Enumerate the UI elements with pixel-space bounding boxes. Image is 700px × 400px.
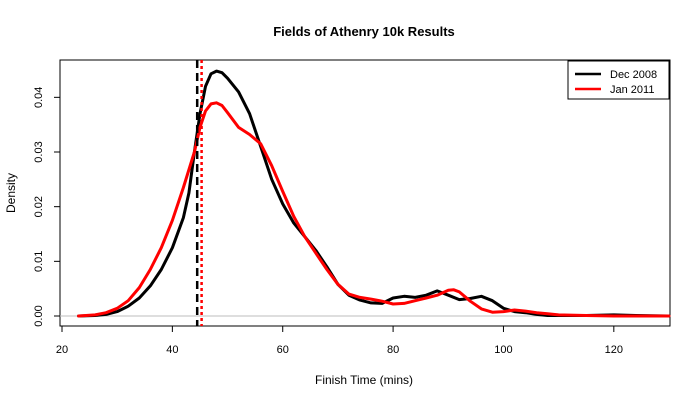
legend-label-jan-2011: Jan 2011: [610, 84, 654, 96]
y-tick-label: 0.04: [33, 87, 45, 108]
legend-label-dec-2008: Dec 2008: [610, 69, 657, 81]
y-tick-label: 0.01: [33, 251, 45, 272]
chart-title: Fields of Athenry 10k Results: [273, 24, 455, 39]
x-tick-label: 120: [605, 344, 623, 356]
y-tick-label: 0.00: [33, 305, 45, 326]
y-tick-label: 0.03: [33, 141, 45, 162]
y-axis: 0.00 0.01 0.02 0.03 0.04: [33, 87, 60, 327]
y-axis-label: Density: [4, 173, 18, 213]
legend-box: [567, 60, 670, 100]
x-axis: 20 40 60 80 100 120: [56, 326, 623, 356]
x-tick-label: 100: [494, 344, 512, 356]
x-tick-label: 40: [166, 344, 178, 356]
x-tick-label: 80: [387, 344, 399, 356]
series-line-dec-2008: [77, 69, 671, 318]
plot-frame: [59, 59, 671, 327]
x-tick-label: 20: [56, 344, 68, 356]
y-tick-label: 0.02: [33, 196, 45, 217]
series-line-jan-2011: [77, 101, 671, 318]
x-tick-label: 60: [277, 344, 289, 356]
x-axis-label: Finish Time (mins): [315, 373, 413, 387]
series-layer: [77, 69, 671, 318]
legend: Dec 2008 Jan 2011: [567, 60, 670, 100]
reference-lines: [195, 60, 203, 326]
